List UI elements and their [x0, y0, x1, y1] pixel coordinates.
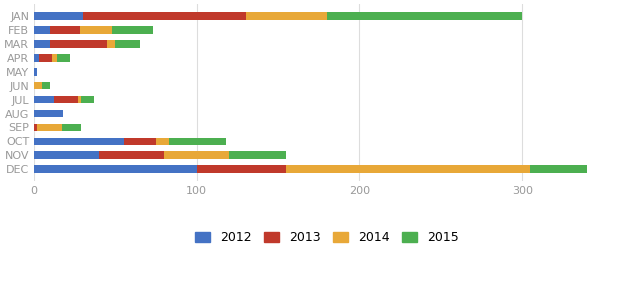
Bar — [112, 26, 153, 34]
Bar — [107, 40, 115, 48]
Bar — [34, 12, 83, 20]
Bar — [51, 26, 80, 34]
Bar — [34, 68, 37, 76]
Bar — [286, 165, 530, 173]
Bar — [164, 152, 229, 159]
Bar — [81, 96, 94, 104]
Bar — [34, 40, 51, 48]
Bar — [37, 124, 62, 131]
Bar — [57, 54, 70, 62]
Bar — [51, 40, 107, 48]
Bar — [39, 54, 52, 62]
Bar — [34, 54, 39, 62]
Bar — [156, 137, 169, 145]
Bar — [52, 54, 57, 62]
Bar — [78, 96, 81, 104]
Bar — [34, 124, 37, 131]
Bar — [34, 26, 51, 34]
Bar — [34, 165, 197, 173]
Bar — [80, 26, 112, 34]
Bar — [124, 137, 156, 145]
Bar — [169, 137, 226, 145]
Bar — [34, 96, 54, 104]
Bar — [34, 110, 63, 117]
Bar — [34, 82, 42, 89]
Bar — [34, 137, 124, 145]
Bar — [115, 40, 140, 48]
Bar — [54, 96, 78, 104]
Bar — [99, 152, 164, 159]
Bar — [62, 124, 81, 131]
Bar — [246, 12, 327, 20]
Bar — [42, 82, 51, 89]
Bar — [229, 152, 286, 159]
Bar — [327, 12, 522, 20]
Legend: 2012, 2013, 2014, 2015: 2012, 2013, 2014, 2015 — [190, 226, 464, 249]
Bar — [530, 165, 587, 173]
Bar — [197, 165, 286, 173]
Bar — [83, 12, 246, 20]
Bar — [34, 152, 99, 159]
